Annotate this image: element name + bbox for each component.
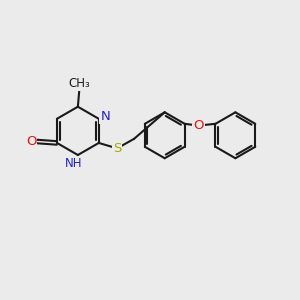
- Text: O: O: [26, 135, 36, 148]
- Text: N: N: [100, 110, 110, 123]
- Text: CH₃: CH₃: [68, 77, 90, 90]
- Text: NH: NH: [65, 157, 82, 170]
- Text: S: S: [113, 142, 121, 155]
- Text: O: O: [194, 119, 204, 132]
